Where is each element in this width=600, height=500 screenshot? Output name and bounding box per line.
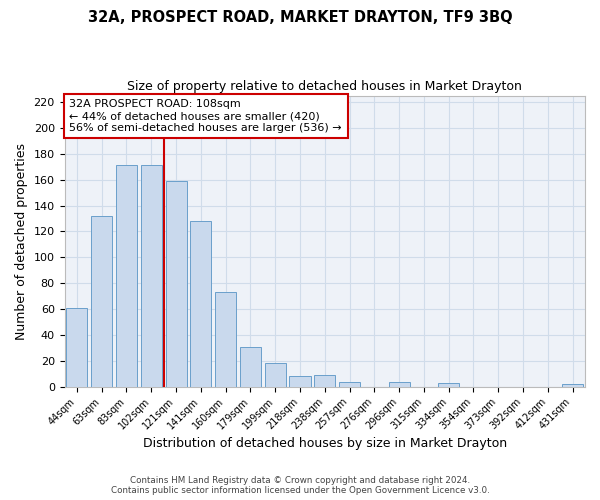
Bar bbox=[265, 364, 286, 386]
Bar bbox=[141, 166, 162, 386]
Bar bbox=[166, 181, 187, 386]
Bar bbox=[314, 375, 335, 386]
Bar bbox=[116, 166, 137, 386]
Bar bbox=[190, 221, 211, 386]
Text: 32A PROSPECT ROAD: 108sqm
← 44% of detached houses are smaller (420)
56% of semi: 32A PROSPECT ROAD: 108sqm ← 44% of detac… bbox=[70, 100, 342, 132]
Title: Size of property relative to detached houses in Market Drayton: Size of property relative to detached ho… bbox=[127, 80, 522, 93]
Bar bbox=[562, 384, 583, 386]
X-axis label: Distribution of detached houses by size in Market Drayton: Distribution of detached houses by size … bbox=[143, 437, 507, 450]
Bar bbox=[389, 382, 410, 386]
Bar bbox=[438, 383, 459, 386]
Bar bbox=[240, 346, 261, 387]
Bar bbox=[91, 216, 112, 386]
Text: Contains HM Land Registry data © Crown copyright and database right 2024.
Contai: Contains HM Land Registry data © Crown c… bbox=[110, 476, 490, 495]
Bar bbox=[289, 376, 311, 386]
Bar bbox=[67, 308, 88, 386]
Bar bbox=[215, 292, 236, 386]
Text: 32A, PROSPECT ROAD, MARKET DRAYTON, TF9 3BQ: 32A, PROSPECT ROAD, MARKET DRAYTON, TF9 … bbox=[88, 10, 512, 25]
Y-axis label: Number of detached properties: Number of detached properties bbox=[15, 142, 28, 340]
Bar bbox=[339, 382, 360, 386]
